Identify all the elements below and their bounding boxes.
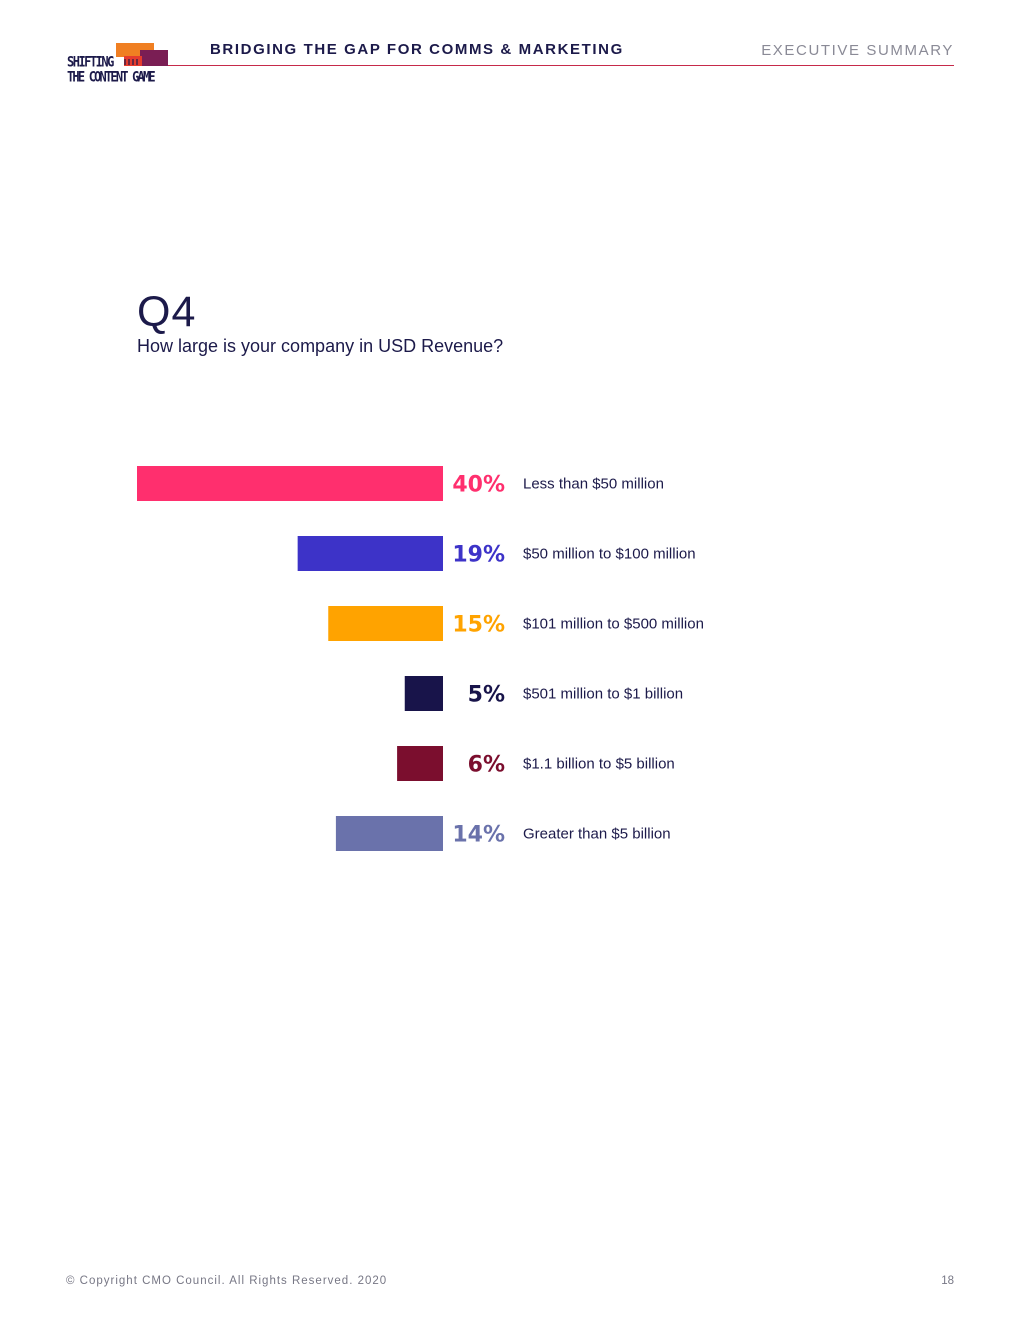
question-text: How large is your company in USD Revenue…: [137, 336, 504, 356]
bar-3: [328, 606, 443, 641]
bar-5: [397, 746, 443, 781]
bar-2: [297, 536, 443, 571]
category-label-2: $50 million to $100 million: [523, 546, 696, 563]
value-label-4: 5%: [468, 683, 505, 708]
revenue-bar-chart: 40% Less than $50 million 19% $50 million t…: [137, 466, 704, 851]
footer-copyright: © Copyright CMO Council. All Rights Rese…: [66, 1275, 388, 1287]
bar-6: [335, 816, 443, 851]
category-label-1: Less than $50 million: [523, 476, 664, 493]
category-label-3: $101 million to $500 million: [523, 616, 704, 633]
header-divider: [168, 65, 954, 66]
value-label-3: 15%: [452, 613, 505, 638]
value-label-2: 19%: [452, 543, 505, 568]
category-label-4: $501 million to $1 billion: [523, 686, 683, 703]
category-label-6: Greater than $5 billion: [523, 826, 671, 843]
value-label-1: 40%: [452, 473, 505, 498]
question-number: Q4: [137, 288, 197, 336]
shifting-the-content-game-logo: SHIFTING THE CONTENT GAME: [66, 42, 170, 86]
logo-purple-block: [140, 50, 168, 66]
bar-4: [404, 676, 443, 711]
logo-pixel-dots: [124, 59, 138, 65]
footer-page-number: 18: [941, 1275, 954, 1287]
logo-text-line2: THE CONTENT GAME: [67, 69, 156, 86]
category-label-5: $1.1 billion to $5 billion: [523, 756, 675, 773]
value-label-6: 14%: [452, 823, 505, 848]
bar-1: [137, 466, 443, 501]
header-title: BRIDGING THE GAP FOR COMMS & MARKETING: [210, 41, 624, 58]
logo-text-line1: SHIFTING: [67, 54, 114, 71]
header-section-label: EXECUTIVE SUMMARY: [761, 42, 954, 59]
value-label-5: 6%: [468, 753, 505, 778]
